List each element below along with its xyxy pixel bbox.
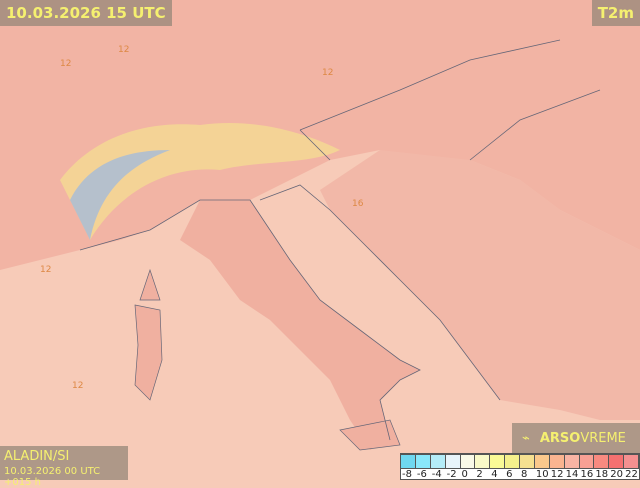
italy	[180, 200, 420, 450]
legend-swatch	[594, 454, 610, 469]
legend-swatch	[445, 454, 461, 469]
corsica	[139, 268, 161, 301]
brand-logo: ⌁ ARSOVREME	[512, 423, 640, 453]
legend-swatch	[401, 454, 416, 469]
brand-bold: ARSO	[539, 430, 581, 446]
contour-label: 12	[60, 59, 71, 69]
legend-label: 8	[521, 469, 528, 480]
legend-swatch	[609, 454, 625, 469]
legend-label: 12	[550, 469, 564, 480]
legend-label: 22	[625, 469, 638, 480]
legend-label: -2	[446, 469, 457, 480]
legend-label: 6	[506, 469, 513, 480]
contour-label: 12	[40, 265, 51, 275]
contour-label: 12	[322, 68, 333, 78]
coastline-adriatic	[259, 184, 501, 401]
legend-swatch	[624, 454, 639, 469]
contour-label: 12	[72, 381, 83, 391]
legend-swatch	[430, 454, 446, 469]
sicily	[339, 419, 401, 451]
legend-swatch	[549, 454, 565, 469]
legend-label: 4	[491, 469, 498, 480]
legend-label: -6	[416, 469, 427, 480]
legend-label: 14	[565, 469, 579, 480]
valid-time-label: 10.03.2026 15 UTC	[0, 0, 172, 26]
land-north	[0, 0, 640, 270]
legend-swatch	[475, 454, 491, 469]
legend-swatch	[564, 454, 580, 469]
legend-swatch	[415, 454, 431, 469]
model-run: 10.03.2026 00 UTC +015 h	[4, 466, 101, 488]
legend-swatch	[534, 454, 550, 469]
land-balkans	[320, 150, 640, 420]
legend-swatch	[505, 454, 520, 469]
legend-label: 20	[610, 469, 623, 480]
brand-light: VREME	[580, 430, 626, 446]
legend-swatch	[460, 454, 476, 469]
model-info: ALADIN/SI 10.03.2026 00 UTC +015 h	[0, 446, 128, 488]
alps-cold	[70, 150, 170, 240]
contour-label: 16	[352, 199, 364, 209]
alps-band	[60, 122, 340, 240]
legend-label: 16	[580, 469, 594, 480]
contour-label: 12	[118, 45, 129, 55]
legend-label: 2	[476, 469, 483, 480]
legend-label: -8	[402, 469, 412, 480]
sardinia	[134, 304, 163, 401]
coastline-italy	[79, 199, 421, 441]
satellite-dish-icon: ⌁	[522, 430, 530, 446]
legend-swatch	[490, 454, 506, 469]
legend-label: 0	[461, 469, 468, 480]
legend-label: -4	[431, 469, 442, 480]
legend-swatch	[579, 454, 595, 469]
color-legend: -8 -6 -4 -2 0 2 4 6 8 10 12 14 16 18 20 22	[400, 453, 640, 480]
legend-swatch	[520, 454, 535, 469]
legend-label: 18	[595, 469, 609, 480]
model-name: ALADIN/SI	[4, 449, 70, 464]
border	[299, 39, 601, 161]
variable-label: T2m	[591, 0, 640, 26]
legend-label: 10	[535, 469, 549, 480]
